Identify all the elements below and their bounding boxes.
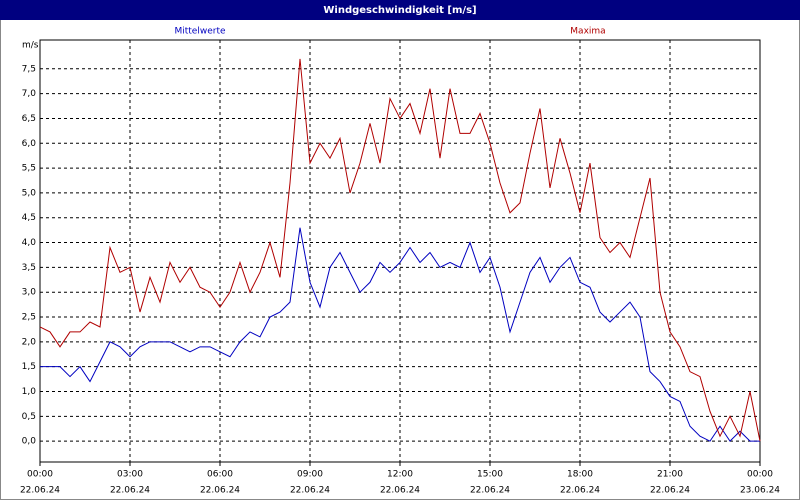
x-tick-date: 22.06.24 [560,486,600,496]
legend-label: Maxima [570,27,605,37]
x-tick-label: 18:00 [567,470,593,480]
y-tick-label: 7,0 [22,89,37,99]
x-tick-label: 06:00 [207,470,233,480]
y-tick-label: 3,5 [22,263,36,273]
y-tick-label: 0,5 [22,412,36,422]
data-line [39,58,761,442]
x-tick-label: 00:00 [27,470,53,480]
x-tick-date: 22.06.24 [470,486,510,496]
y-tick-label: 1,5 [22,362,36,372]
x-tick-label: 21:00 [657,470,683,480]
chart-title: Windgeschwindigkeit [m/s] [323,5,476,16]
x-tick-date: 22.06.24 [20,486,60,496]
x-tick-label: 00:00 [747,470,773,480]
y-tick-label: 1,0 [22,387,37,397]
x-tick-date: 23.06.24 [740,486,780,496]
y-tick-label: 6,5 [22,114,36,124]
title-bar [0,0,800,20]
x-tick-label: 15:00 [477,470,503,480]
x-tick-date: 22.06.24 [110,486,150,496]
x-tick-label: 12:00 [387,470,413,480]
y-tick-label: 3,0 [22,288,37,298]
data-line [40,227,760,442]
x-tick-label: 03:00 [117,470,143,480]
x-tick-date: 22.06.24 [650,486,690,496]
x-tick-date: 22.06.24 [200,486,240,496]
y-tick-label: 4,5 [22,213,36,223]
y-tick-label: 5,0 [22,188,37,198]
y-tick-label: 2,0 [22,337,37,347]
y-unit: m/s [22,41,39,51]
y-tick-label: 5,5 [22,164,36,174]
y-tick-label: 7,5 [22,64,36,74]
y-tick-label: 0,0 [22,437,37,447]
y-tick-label: 4,0 [22,238,37,248]
x-tick-date: 22.06.24 [380,486,420,496]
x-tick-label: 09:00 [297,470,323,480]
legend-label: Mittelwerte [174,27,225,37]
x-tick-date: 22.06.24 [290,486,330,496]
y-tick-label: 2,5 [22,313,36,323]
y-tick-label: 6,0 [22,139,37,149]
